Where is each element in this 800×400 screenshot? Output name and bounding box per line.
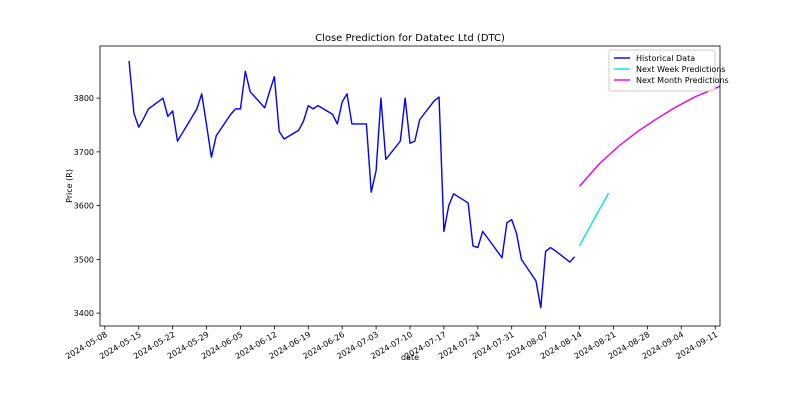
series-line (579, 85, 721, 187)
y-tick-label: 3400 (74, 309, 94, 318)
y-tick-label: 3700 (74, 148, 94, 157)
chart-title: Close Prediction for Datatec Ltd (DTC) (315, 33, 505, 44)
series-line (578, 192, 610, 247)
plot-frame (99, 45, 721, 327)
y-tick-label: 3800 (74, 94, 94, 103)
legend-label: Next Week Predictions (636, 65, 726, 74)
series-line (128, 60, 576, 309)
x-axis-label: date (401, 353, 419, 362)
legend: Historical Data Next Week Predictions Next… (608, 49, 729, 92)
y-axis-label: Price (R) (65, 169, 74, 203)
legend-label: Next Month Predictions (636, 76, 729, 85)
y-tick-label: 3500 (74, 255, 94, 264)
legend-label: Historical Data (636, 54, 695, 63)
y-tick-label: 3600 (74, 202, 94, 211)
legend-box (608, 49, 716, 92)
